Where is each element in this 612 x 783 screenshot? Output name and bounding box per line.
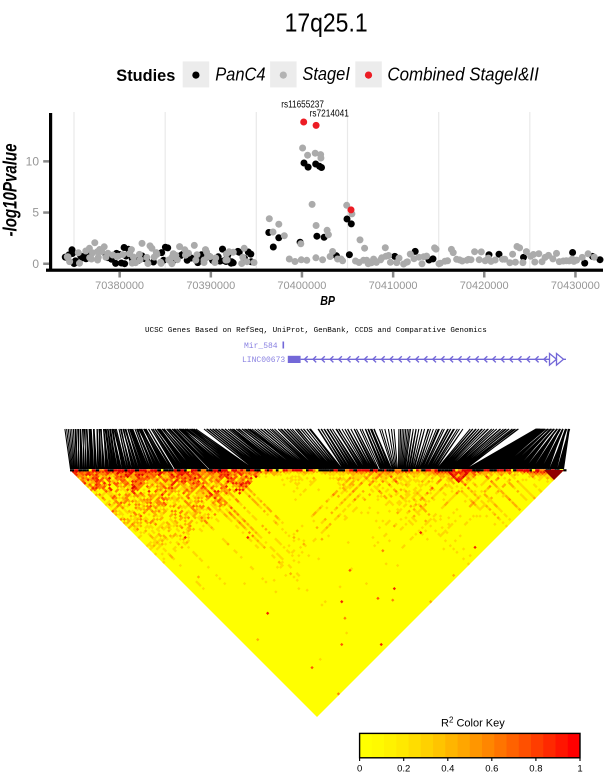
svg-text:0.2: 0.2 xyxy=(397,763,410,774)
svg-text:0.6: 0.6 xyxy=(485,763,498,774)
svg-text:70400000: 70400000 xyxy=(277,280,326,292)
svg-text:StageI: StageI xyxy=(302,64,350,84)
svg-text:rs7214041: rs7214041 xyxy=(310,108,349,120)
svg-text:70430000: 70430000 xyxy=(551,280,600,292)
svg-text:LINC00673: LINC00673 xyxy=(242,356,285,365)
svg-text:0: 0 xyxy=(32,257,39,271)
svg-text:0.8: 0.8 xyxy=(529,763,542,774)
svg-text:70390000: 70390000 xyxy=(186,280,235,292)
svg-text:-log10Pvalue: -log10Pvalue xyxy=(1,143,22,236)
svg-text:1: 1 xyxy=(577,763,582,774)
svg-text:70380000: 70380000 xyxy=(95,280,144,292)
svg-text:Mir_584: Mir_584 xyxy=(244,342,278,351)
svg-text:PanC4: PanC4 xyxy=(215,65,265,85)
svg-text:R2 Color Key: R2 Color Key xyxy=(441,716,505,730)
svg-text:70420000: 70420000 xyxy=(460,280,509,292)
svg-text:rs11655237: rs11655237 xyxy=(281,99,324,111)
svg-text:0: 0 xyxy=(357,763,362,774)
svg-text:17q25.1: 17q25.1 xyxy=(285,8,368,38)
svg-text:UCSC Genes Based on RefSeq, Un: UCSC Genes Based on RefSeq, UniProt, Gen… xyxy=(145,327,487,335)
svg-text:10: 10 xyxy=(26,155,40,169)
svg-text:Combined StageI&II: Combined StageI&II xyxy=(387,65,538,85)
svg-text:BP: BP xyxy=(320,293,335,308)
svg-text:Studies: Studies xyxy=(116,66,175,85)
svg-text:0.4: 0.4 xyxy=(441,763,454,774)
svg-text:5: 5 xyxy=(32,206,39,220)
svg-text:70410000: 70410000 xyxy=(369,280,418,292)
